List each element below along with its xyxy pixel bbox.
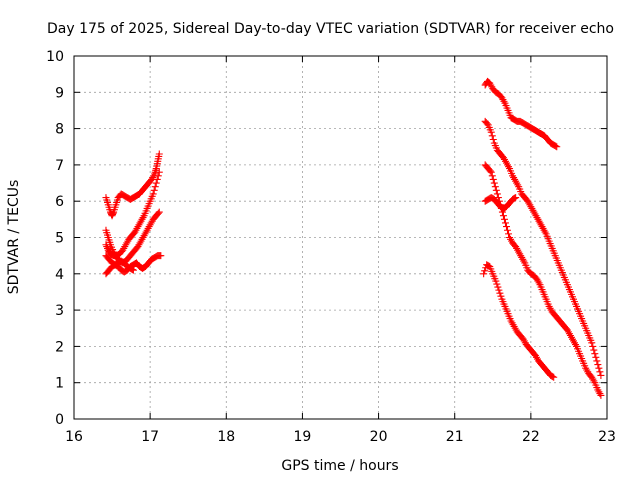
- data-point: [490, 179, 498, 187]
- data-point: [154, 172, 162, 180]
- data-point: [155, 168, 163, 176]
- data-point: [505, 230, 513, 238]
- y-tick-label: 2: [55, 339, 64, 355]
- data-point: [495, 286, 503, 294]
- series-arc-a2: [102, 168, 163, 260]
- y-tick-labels: 0 1 2 3 4 5 6 7 8 9 10: [46, 49, 64, 428]
- data-point: [492, 277, 500, 285]
- data-point: [487, 168, 495, 176]
- y-tick-label: 6: [55, 194, 64, 210]
- data-point: [596, 368, 604, 376]
- x-tick-label: 18: [217, 429, 235, 445]
- data-point: [155, 208, 163, 216]
- data-point: [486, 167, 494, 175]
- data-point: [493, 190, 501, 198]
- series-arc-b1: [481, 77, 561, 151]
- data-point: [494, 283, 502, 291]
- data-point: [504, 226, 512, 234]
- x-tick-label: 17: [141, 429, 159, 445]
- y-tick-label: 8: [55, 122, 64, 138]
- series-arc-a1: [102, 150, 163, 220]
- data-point: [483, 120, 491, 128]
- data-point: [153, 175, 161, 183]
- y-tick-label: 5: [55, 231, 64, 247]
- data-point: [553, 143, 561, 151]
- data-point: [157, 252, 165, 260]
- data-point: [128, 266, 136, 274]
- y-tick-label: 0: [55, 412, 64, 428]
- data-point: [595, 364, 603, 372]
- data-point: [597, 371, 605, 379]
- y-tick-label: 9: [55, 85, 64, 101]
- x-tick-label: 22: [522, 429, 540, 445]
- data-point: [480, 270, 488, 278]
- data-point: [496, 289, 504, 297]
- data-point: [550, 373, 558, 381]
- y-tick-label: 1: [55, 376, 64, 392]
- data-point: [512, 194, 520, 202]
- x-tick-labels: 16 17 18 19 20 21 22 23: [65, 429, 616, 445]
- data-point: [489, 175, 497, 183]
- data-point: [497, 292, 505, 300]
- data-point: [500, 215, 508, 223]
- data-point: [501, 219, 509, 227]
- data-point: [511, 194, 519, 202]
- y-tick-label: 3: [55, 303, 64, 319]
- series-arc-b4: [481, 194, 520, 212]
- data-point: [594, 361, 602, 369]
- y-tick-label: 4: [55, 267, 64, 283]
- data-point: [597, 391, 605, 399]
- x-tick-label: 21: [446, 429, 464, 445]
- data-point: [588, 339, 596, 347]
- x-tick-label: 20: [370, 429, 388, 445]
- data-point: [154, 209, 162, 217]
- y-tick-label: 7: [55, 158, 64, 174]
- data-point: [152, 179, 160, 187]
- series-arc-a4: [102, 252, 165, 278]
- data-point: [489, 135, 497, 143]
- data-point: [488, 172, 496, 180]
- data-point: [494, 194, 502, 202]
- data-point: [492, 186, 500, 194]
- data-marks: [102, 77, 605, 399]
- data-point: [487, 128, 495, 136]
- data-point: [481, 267, 489, 275]
- x-tick-label: 19: [294, 429, 312, 445]
- series-arc-a5: [102, 252, 137, 274]
- data-point: [592, 353, 600, 361]
- y-tick-label: 10: [46, 49, 64, 65]
- data-point: [129, 266, 137, 274]
- data-point: [491, 183, 499, 191]
- x-axis-title: GPS time / hours: [281, 458, 398, 474]
- series-arc-b2: [481, 117, 605, 379]
- data-point: [493, 280, 501, 288]
- data-point: [499, 212, 507, 220]
- data-point: [149, 190, 157, 198]
- grid-lines: [74, 56, 607, 419]
- chart-title: Day 175 of 2025, Sidereal Day-to-day VTE…: [47, 21, 614, 37]
- data-point: [552, 142, 560, 150]
- y-axis-title: SDTVAR / TECUs: [6, 180, 22, 295]
- data-point: [591, 350, 599, 358]
- data-point: [589, 342, 597, 350]
- data-point: [590, 346, 598, 354]
- x-tick-label: 16: [65, 429, 83, 445]
- data-point: [593, 357, 601, 365]
- data-point: [155, 150, 163, 158]
- x-tick-label: 23: [598, 429, 616, 445]
- data-point: [150, 186, 158, 194]
- data-point: [549, 373, 557, 381]
- data-point: [502, 223, 510, 231]
- axis-ticks: [73, 55, 608, 420]
- series-arc-b5: [480, 261, 558, 381]
- data-point: [151, 183, 159, 191]
- data-point: [488, 132, 496, 140]
